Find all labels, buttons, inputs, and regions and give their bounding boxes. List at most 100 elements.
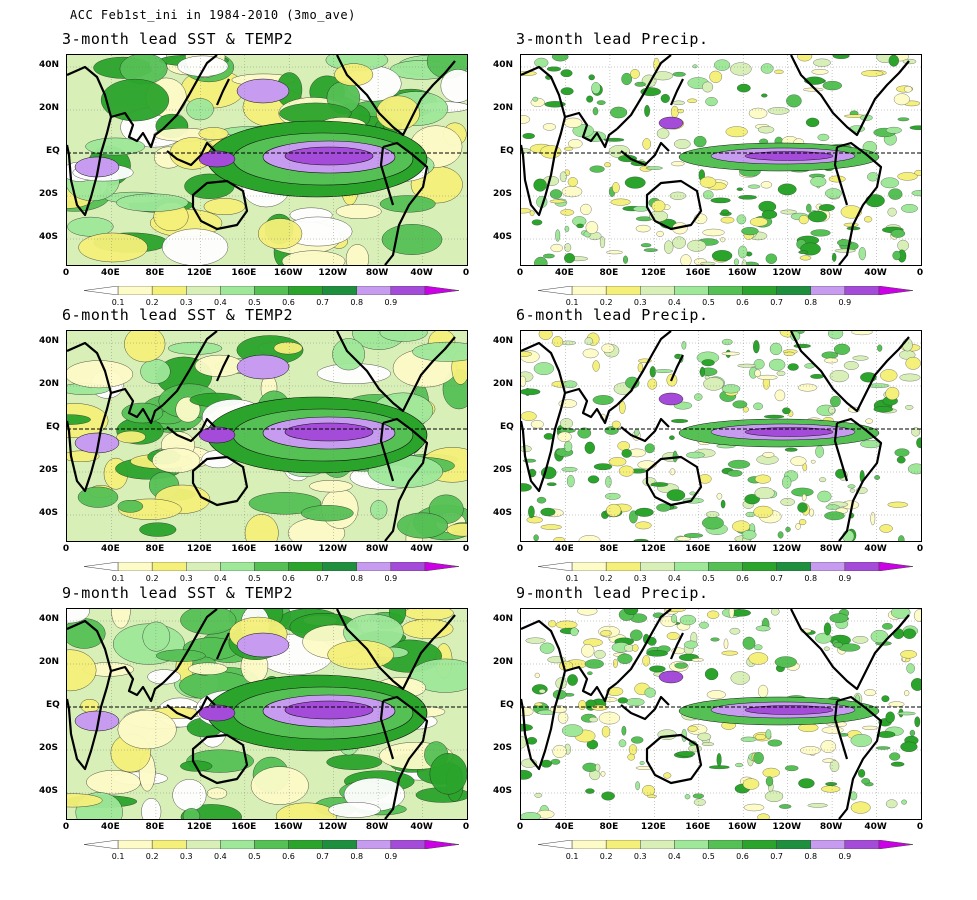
colorbar-label: 0.9 xyxy=(838,298,852,307)
colorbar-swatch xyxy=(186,286,221,295)
lat-label: 40S xyxy=(39,786,59,796)
lon-label: 80E xyxy=(145,268,165,278)
colorbar-label: 0.2 xyxy=(145,298,159,307)
lon-label: 120E xyxy=(640,268,666,278)
panel-title: 9-month lead Precip. xyxy=(516,584,709,602)
colorbar-swatch xyxy=(605,840,641,849)
lat-label: EQ xyxy=(46,422,60,432)
panel-title: 3-month lead SST & TEMP2 xyxy=(62,30,294,48)
lon-label: 80W xyxy=(819,544,843,554)
colorbar-label: 0.6 xyxy=(282,298,295,307)
correlation-map xyxy=(67,331,467,541)
lat-label: EQ xyxy=(500,146,514,156)
colorbar-swatch xyxy=(674,840,709,849)
colorbar-swatch xyxy=(117,562,153,571)
colorbar-swatch xyxy=(356,562,392,571)
colorbar-swatch xyxy=(605,562,641,571)
colorbar-swatch xyxy=(151,840,187,849)
lon-label: 40E xyxy=(555,822,574,832)
lat-label: 20N xyxy=(493,379,514,389)
lat-label: 40N xyxy=(39,336,60,346)
lon-label: 40E xyxy=(101,544,120,554)
lon-label: 120W xyxy=(318,822,348,832)
lon-label: 120W xyxy=(318,544,348,554)
panel-title: 9-month lead SST & TEMP2 xyxy=(62,584,294,602)
colorbar-swatch xyxy=(288,286,323,295)
colorbar-label: 0.8 xyxy=(804,298,818,307)
correlation-map xyxy=(67,55,467,265)
colorbar-swatch xyxy=(322,286,357,295)
colorbar-swatch xyxy=(390,286,426,295)
lon-label: 40E xyxy=(555,268,574,278)
lat-label: EQ xyxy=(500,700,514,710)
lon-label: 120E xyxy=(640,544,666,554)
colorbar xyxy=(538,562,913,571)
colorbar-swatch xyxy=(674,286,709,295)
lon-label: 0 xyxy=(516,268,524,278)
map-panel-5: 9-month lead SST & TEMP2 40N 20N EQ 20S 40S 0 4… xyxy=(39,584,506,861)
lat-label: 20S xyxy=(39,189,59,199)
colorbar-label: 0.9 xyxy=(838,852,852,861)
colorbar-swatch xyxy=(288,562,323,571)
lon-label: 0 xyxy=(916,268,924,278)
colorbar-swatch xyxy=(844,562,880,571)
colorbar-swatch xyxy=(186,562,221,571)
colorbar-label: 0.4 xyxy=(213,298,227,307)
colorbar-swatch xyxy=(220,286,255,295)
colorbar-swatch xyxy=(538,840,573,849)
colorbar-label: 0.2 xyxy=(145,852,159,861)
lat-label: 20N xyxy=(39,379,60,389)
colorbar-label: 0.7 xyxy=(770,298,783,307)
map-area xyxy=(520,330,922,542)
colorbar-swatch xyxy=(708,562,743,571)
colorbar-label: 0.5 xyxy=(248,574,261,583)
lon-label: 160W xyxy=(273,268,303,278)
lat-label: 20S xyxy=(493,743,513,753)
map-area xyxy=(66,608,468,820)
colorbar-swatch xyxy=(356,840,392,849)
lon-label: 40E xyxy=(101,268,120,278)
lat-label: 40N xyxy=(493,336,514,346)
colorbar-label: 0.1 xyxy=(111,574,125,583)
correlation-map xyxy=(521,55,921,265)
colorbar-label: 0.9 xyxy=(384,852,398,861)
colorbar-label: 0.4 xyxy=(667,298,681,307)
colorbar-swatch xyxy=(571,840,607,849)
colorbar-label: 0.8 xyxy=(804,574,818,583)
colorbar-label: 0.3 xyxy=(179,574,193,583)
colorbar-swatch xyxy=(708,286,743,295)
colorbar-swatch xyxy=(538,286,573,295)
colorbar-swatch xyxy=(810,562,846,571)
lat-label: 40N xyxy=(39,60,60,70)
lon-label: 120W xyxy=(772,268,802,278)
colorbar-swatch xyxy=(288,840,323,849)
lon-label: 40W xyxy=(410,268,433,278)
colorbar-swatch xyxy=(322,562,357,571)
lon-label: 160W xyxy=(273,544,303,554)
lat-label: 40N xyxy=(493,614,514,624)
colorbar xyxy=(84,840,459,849)
colorbar xyxy=(538,840,913,849)
colorbar-label: 0.5 xyxy=(248,852,261,861)
panel-title: 3-month lead Precip. xyxy=(516,30,709,48)
colorbar-label: 0.3 xyxy=(179,852,193,861)
lon-label: 0 xyxy=(516,544,524,554)
colorbar-label: 0.5 xyxy=(248,298,261,307)
lon-label: 120W xyxy=(772,544,802,554)
lat-label: 40S xyxy=(493,232,513,242)
lon-label: 40W xyxy=(864,822,887,832)
lon-label: 0 xyxy=(462,268,470,278)
panel-title: 6-month lead Precip. xyxy=(516,306,709,324)
colorbar-swatch xyxy=(220,840,255,849)
colorbar-swatch xyxy=(538,562,573,571)
colorbar-label: 0.7 xyxy=(316,574,329,583)
lon-label: 40W xyxy=(864,268,887,278)
colorbar xyxy=(84,562,459,571)
lon-label: 80E xyxy=(145,544,165,554)
colorbar-swatch xyxy=(844,840,880,849)
colorbar-swatch xyxy=(254,286,289,295)
colorbar-label: 0.8 xyxy=(350,852,364,861)
colorbar-label: 0.3 xyxy=(633,298,647,307)
map-area xyxy=(66,330,468,542)
colorbar-swatch xyxy=(254,562,289,571)
